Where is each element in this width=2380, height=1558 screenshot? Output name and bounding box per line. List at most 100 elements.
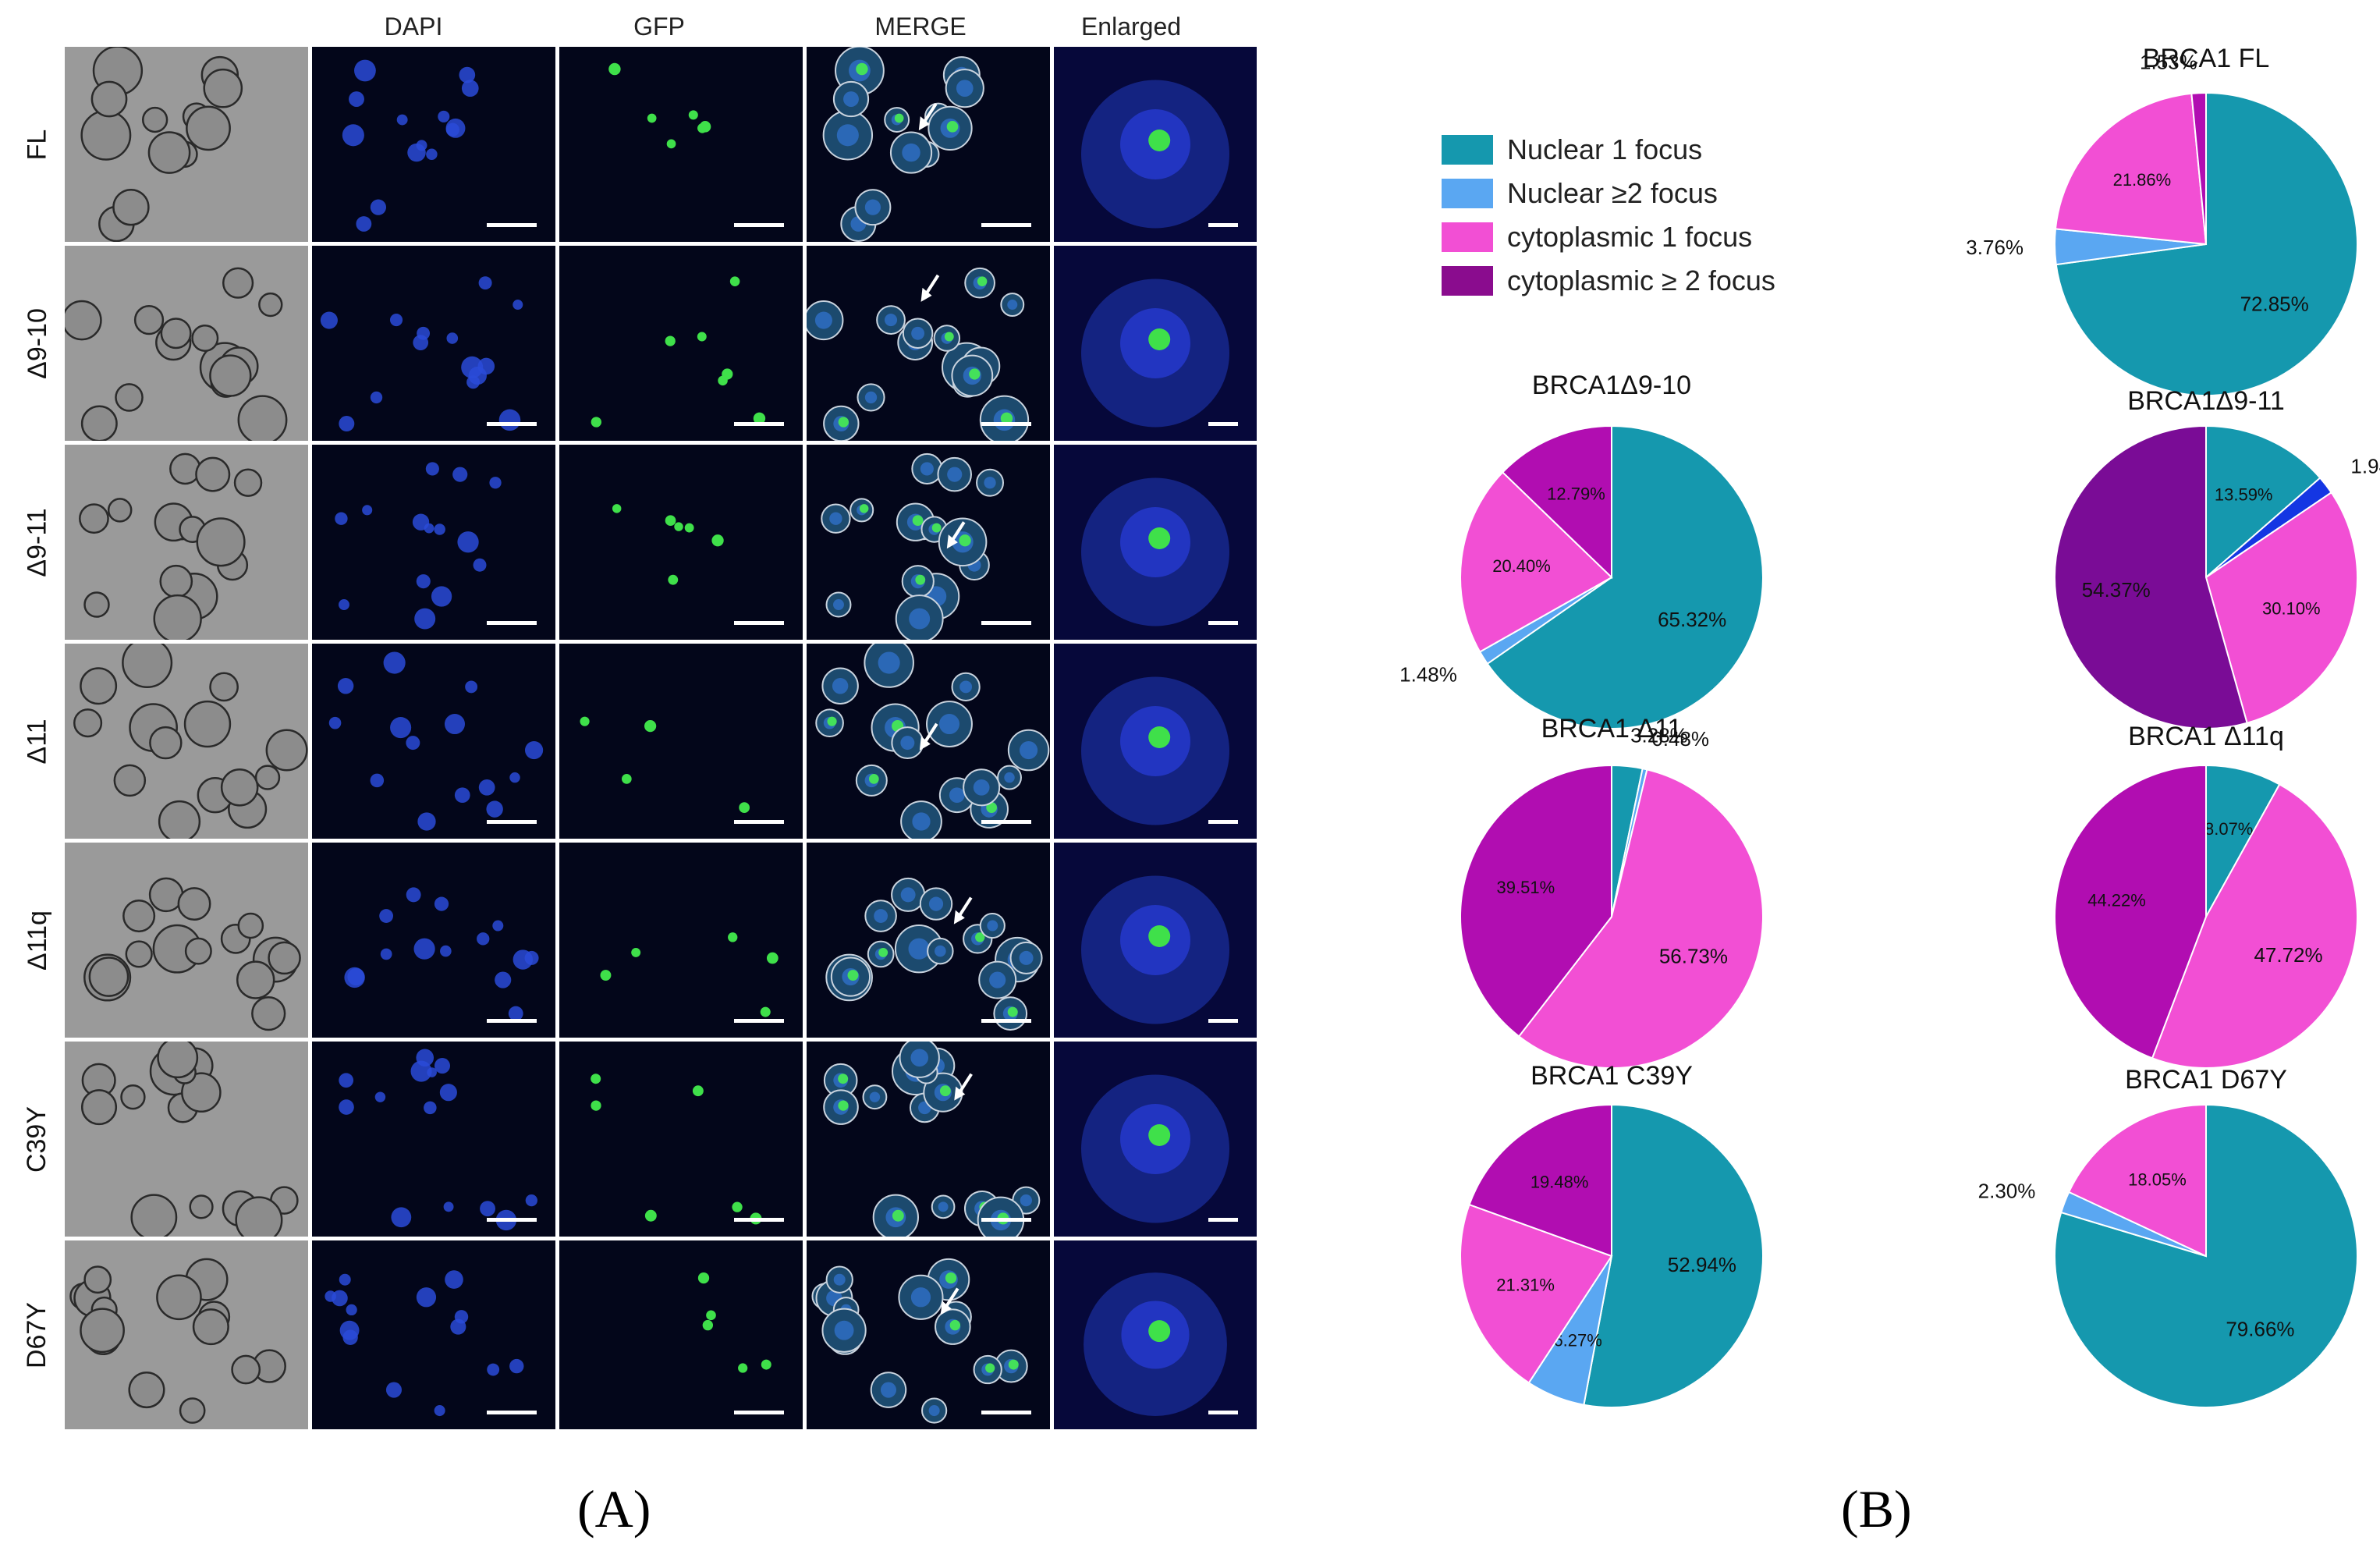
pie-slice-label: 13.59% bbox=[2215, 485, 2273, 505]
pie-title: BRCA1Δ9-10 bbox=[1531, 371, 1692, 400]
microscopy-grid bbox=[65, 47, 1257, 1429]
pie-slice bbox=[2054, 424, 2248, 729]
pie-slice-label: 52.94% bbox=[1668, 1253, 1736, 1276]
column-header-gfp: GFP bbox=[633, 12, 685, 41]
pie-slice-label: 56.73% bbox=[1659, 944, 1728, 967]
micrograph-merge bbox=[807, 843, 1050, 1038]
pie-title: BRCA1 Δ11q bbox=[2128, 722, 2284, 751]
micrograph-brightfield bbox=[65, 445, 308, 640]
pie-slice bbox=[2204, 491, 2358, 724]
pie-slice-label: 54.37% bbox=[2082, 578, 2151, 602]
legend-swatch bbox=[1442, 135, 1493, 165]
pie-slice-label: 1.53% bbox=[2140, 50, 2197, 73]
micrograph-enlarged bbox=[1054, 644, 1257, 839]
micrograph-brightfield bbox=[65, 1042, 308, 1237]
pie-slice bbox=[2205, 424, 2321, 580]
micrograph-gfp bbox=[559, 47, 803, 242]
pie-slice bbox=[1517, 768, 1764, 1069]
micrograph-dapi bbox=[312, 1042, 555, 1237]
pie-slice bbox=[1460, 1203, 1613, 1384]
pie-slice bbox=[1501, 424, 1612, 580]
legend-swatch bbox=[1442, 266, 1493, 296]
row-label-c39y: C39Y bbox=[22, 1106, 52, 1173]
panel-label-a: (A) bbox=[577, 1479, 651, 1538]
micrograph-brightfield bbox=[65, 843, 308, 1038]
panel-label-b: (B) bbox=[1841, 1479, 1912, 1538]
micrograph-merge bbox=[807, 1240, 1050, 1429]
legend-label: Nuclear 1 focus bbox=[1507, 133, 1703, 165]
pie-slice-label: 19.48% bbox=[1531, 1172, 1589, 1191]
pie-title: BRCA1 C39Y bbox=[1531, 1061, 1693, 1091]
pie-slice-label: 8.07% bbox=[2204, 819, 2253, 839]
pie-slice bbox=[1468, 1103, 1612, 1258]
pie-slice bbox=[2054, 92, 2208, 246]
pie-slice-label: 3.28% bbox=[1630, 723, 1688, 747]
legend-label: Nuclear ≥2 focus bbox=[1507, 177, 1718, 209]
micrograph-gfp bbox=[559, 445, 803, 640]
pie-slice-label: 44.22% bbox=[2087, 891, 2146, 910]
micrograph-enlarged bbox=[1054, 445, 1257, 640]
micrograph-brightfield bbox=[65, 644, 308, 839]
pie-slice-label: 1.94% bbox=[2350, 454, 2380, 477]
row-label-d11q: Δ11q bbox=[22, 910, 52, 971]
legend-item-nuclear-2: Nuclear ≥2 focus bbox=[1442, 177, 1718, 209]
pie-chart: 79.66% 2.30% 18.05% bbox=[1978, 1103, 2358, 1408]
pie-slice-label: 1.48% bbox=[1399, 663, 1457, 687]
pie-slice-label: 2.30% bbox=[1978, 1180, 2036, 1203]
pie-slice-label: 21.86% bbox=[2113, 170, 2172, 190]
pie-slice bbox=[2054, 1103, 2358, 1408]
pie-slice-label: 12.79% bbox=[1547, 484, 1605, 504]
column-header-merge: MERGE bbox=[874, 12, 967, 41]
pie-slice-label: 65.32% bbox=[1658, 608, 1726, 631]
pie-title: BRCA1 FL bbox=[2142, 44, 2270, 73]
pie-title: BRCA1 Δ11 bbox=[1541, 714, 1683, 744]
micrograph-brightfield bbox=[65, 1240, 308, 1429]
pie-slice bbox=[2054, 764, 2207, 1059]
micrograph-enlarged bbox=[1054, 246, 1257, 441]
legend-item-cytoplasmic-2: cytoplasmic ≥ 2 focus bbox=[1442, 264, 1775, 296]
pie-slice-label: 79.66% bbox=[2226, 1318, 2294, 1341]
panel-a: DAPI GFP MERGE Enlarged FL Δ9-10 Δ9-11 Δ… bbox=[22, 12, 1257, 1538]
pie-slice bbox=[1486, 424, 1764, 729]
pie-slice-label: 20.40% bbox=[1492, 556, 1551, 576]
pie-slice-label: 18.05% bbox=[2128, 1170, 2187, 1190]
pie-slice bbox=[2067, 1103, 2207, 1258]
micrograph-gfp bbox=[559, 1042, 803, 1237]
pie-slice bbox=[2205, 764, 2281, 920]
micrograph-gfp bbox=[559, 644, 803, 839]
pie-slice-label: 39.51% bbox=[1497, 878, 1555, 897]
micrograph-dapi bbox=[312, 445, 555, 640]
micrograph-dapi bbox=[312, 843, 555, 1038]
micrograph-dapi bbox=[312, 1240, 555, 1429]
micrograph-enlarged bbox=[1054, 1240, 1257, 1429]
pie-slice bbox=[2151, 783, 2358, 1069]
legend-swatch bbox=[1442, 222, 1493, 252]
pie-slice bbox=[1583, 1103, 1764, 1408]
micrograph-gfp bbox=[559, 246, 803, 441]
pie-slice-label: 21.31% bbox=[1496, 1276, 1555, 1295]
pie-chart: 3.28%0.48% 56.73% 39.51% bbox=[1460, 723, 1764, 1069]
legend-label: cytoplasmic ≥ 2 focus bbox=[1507, 264, 1775, 296]
micrograph-merge bbox=[807, 47, 1050, 242]
pie-slice-label: 72.85% bbox=[2240, 293, 2309, 316]
row-label-d9-11: Δ9-11 bbox=[22, 507, 52, 577]
pie-slice bbox=[1460, 470, 1613, 653]
pie-slice-label: 3.76% bbox=[1966, 236, 2024, 259]
row-label-d9-10: Δ9-10 bbox=[22, 307, 52, 379]
legend-item-nuclear-1: Nuclear 1 focus bbox=[1442, 133, 1703, 165]
micrograph-gfp bbox=[559, 1240, 803, 1429]
column-header-dapi: DAPI bbox=[384, 12, 443, 41]
pie-chart: 13.59% 1.94% 30.10% 54.37% bbox=[2054, 424, 2380, 729]
column-header-enlarged: Enlarged bbox=[1080, 12, 1182, 41]
pie-chart: 52.94%6.27%21.31%19.48% bbox=[1460, 1103, 1764, 1408]
pie-title: BRCA1Δ9-11 bbox=[2127, 386, 2285, 416]
pie-chart: 72.85% 3.76% 21.86% 1.53% bbox=[1966, 50, 2358, 396]
micrograph-brightfield bbox=[65, 47, 308, 242]
row-label-d11: Δ11 bbox=[22, 718, 52, 765]
pie-chart: 8.07% 47.72% 44.22% bbox=[2054, 764, 2358, 1069]
micrograph-gfp bbox=[559, 843, 803, 1038]
pie-slice-label: 30.10% bbox=[2262, 599, 2321, 619]
micrograph-dapi bbox=[312, 246, 555, 441]
pie-chart: 65.32% 1.48% 20.40% 12.79% bbox=[1399, 424, 1764, 729]
pie-title: BRCA1 D67Y bbox=[2125, 1065, 2287, 1095]
